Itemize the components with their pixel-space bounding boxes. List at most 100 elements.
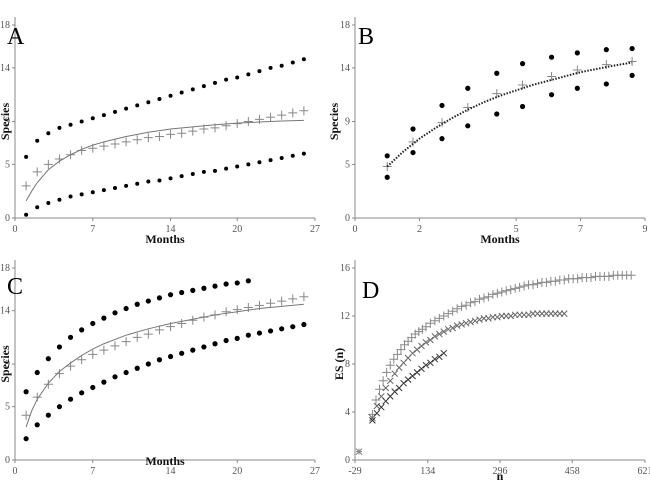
series-3 xyxy=(25,303,304,428)
data-point xyxy=(223,281,229,287)
data-point xyxy=(201,169,206,174)
data-point xyxy=(279,326,285,332)
data-point xyxy=(465,85,471,91)
data-point xyxy=(510,283,520,293)
panel-b: B 0 2 5 7 9 0 5 9 14 18 Months Species xyxy=(327,17,648,246)
data-point xyxy=(99,345,109,355)
data-point xyxy=(488,289,498,299)
x-tick-label: 9 xyxy=(643,224,648,235)
x-axis-title: n xyxy=(497,469,504,483)
data-point xyxy=(493,313,501,321)
data-point xyxy=(290,153,295,158)
data-point xyxy=(179,350,185,356)
data-point xyxy=(439,102,445,109)
data-point xyxy=(68,194,73,199)
data-point xyxy=(290,60,295,65)
y-tick-label: 14 xyxy=(0,306,10,317)
data-point xyxy=(550,276,560,286)
series-1 xyxy=(21,106,309,191)
data-point xyxy=(629,72,635,78)
data-point xyxy=(375,384,385,394)
data-point xyxy=(391,388,399,395)
data-point xyxy=(132,332,142,342)
data-point xyxy=(457,301,467,311)
data-point xyxy=(389,354,399,364)
data-point xyxy=(290,324,296,330)
data-point xyxy=(410,126,416,132)
y-tick-label: 16 xyxy=(340,263,350,274)
data-point xyxy=(548,54,555,60)
x-tick-label: 0 xyxy=(13,466,18,477)
data-point xyxy=(492,288,502,298)
y-tick-label: 8 xyxy=(345,359,350,370)
data-point xyxy=(507,312,515,320)
data-point xyxy=(21,181,31,191)
data-point xyxy=(243,117,253,126)
panel-letter: B xyxy=(358,24,374,50)
panel-letter: C xyxy=(7,274,23,300)
data-point xyxy=(188,126,198,136)
data-point xyxy=(440,349,448,357)
data-point xyxy=(23,389,29,395)
data-point xyxy=(101,315,107,321)
data-point xyxy=(409,372,416,380)
data-point xyxy=(458,321,465,328)
data-point xyxy=(467,318,474,326)
x-tick-label: 458 xyxy=(565,466,580,477)
series-2 xyxy=(23,321,307,442)
data-point xyxy=(403,336,413,346)
data-point xyxy=(474,294,484,304)
data-point xyxy=(266,112,276,122)
data-point xyxy=(377,403,385,411)
data-point xyxy=(168,176,173,181)
data-point xyxy=(440,328,448,335)
data-point xyxy=(79,390,85,396)
data-point xyxy=(525,311,532,319)
data-point xyxy=(157,178,162,183)
data-point xyxy=(201,84,206,89)
data-point xyxy=(112,374,118,380)
data-point xyxy=(246,72,251,77)
x-tick-label: 296 xyxy=(493,466,508,477)
data-point xyxy=(34,422,40,428)
series-2 xyxy=(24,151,306,217)
data-point xyxy=(35,138,40,143)
data-point xyxy=(519,61,526,67)
data-point xyxy=(156,357,163,363)
data-point xyxy=(257,69,262,74)
data-point xyxy=(212,341,218,347)
data-point xyxy=(177,128,187,138)
data-point xyxy=(378,376,388,386)
data-point xyxy=(559,275,569,285)
data-point xyxy=(190,172,195,177)
data-point xyxy=(515,282,525,292)
data-point xyxy=(179,289,185,296)
y-axis-title: Species xyxy=(0,103,12,141)
x-tick-label: 7 xyxy=(578,224,583,235)
data-point xyxy=(277,110,287,120)
data-point xyxy=(268,158,273,163)
data-point xyxy=(224,77,229,82)
y-tick-label: 5 xyxy=(5,159,10,170)
data-point xyxy=(384,174,390,180)
x-tick-label: 20 xyxy=(232,224,242,235)
data-point xyxy=(573,274,583,284)
data-point xyxy=(224,166,229,171)
data-point xyxy=(410,329,420,339)
data-point xyxy=(201,285,207,291)
y-tick-label: 5 xyxy=(5,402,10,413)
series-0 xyxy=(23,278,251,395)
data-point xyxy=(134,301,140,307)
data-point xyxy=(145,298,151,304)
data-point xyxy=(301,57,306,62)
data-point xyxy=(422,361,430,369)
data-point xyxy=(431,355,439,363)
data-point xyxy=(492,89,502,99)
data-point xyxy=(471,317,479,325)
data-point xyxy=(213,168,217,173)
data-point xyxy=(427,359,434,367)
x-axis-title: Months xyxy=(145,232,185,246)
data-point xyxy=(79,327,85,333)
data-point xyxy=(462,319,470,327)
x-tick-label: 0 xyxy=(13,224,18,235)
